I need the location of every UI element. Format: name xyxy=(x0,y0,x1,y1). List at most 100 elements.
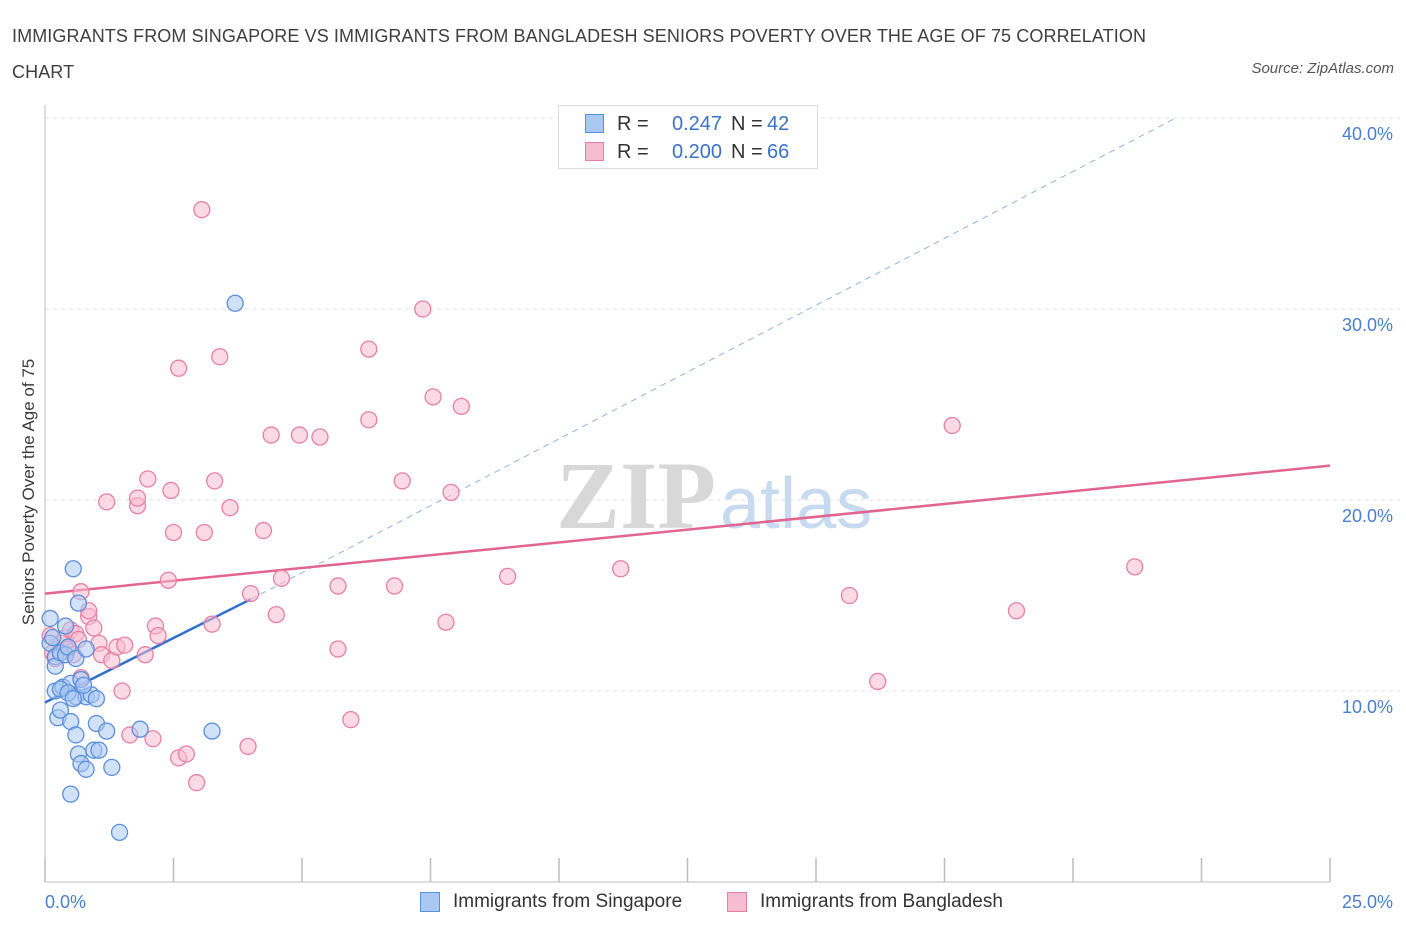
bangladesh-point xyxy=(437,613,455,631)
singapore-point xyxy=(77,760,95,778)
bangladesh-point xyxy=(612,560,630,578)
singapore-point xyxy=(103,758,121,777)
x-tick-label: 0.0% xyxy=(45,892,86,912)
bangladesh-point xyxy=(98,493,116,511)
bangladesh-point xyxy=(169,359,188,377)
singapore-point xyxy=(44,628,62,647)
bangladesh-point xyxy=(144,730,162,748)
singapore-point xyxy=(90,741,108,759)
axes xyxy=(44,105,1331,883)
bangladesh-point xyxy=(149,626,167,645)
singapore-point xyxy=(87,689,106,708)
bangladesh-point xyxy=(239,737,257,756)
legend-swatch-bangladesh xyxy=(727,892,747,912)
bangladesh-point xyxy=(136,646,154,664)
singapore-point xyxy=(62,785,80,803)
bangladesh-point xyxy=(414,300,432,318)
bangladesh-point xyxy=(385,577,404,595)
legend-label-bangladesh: Immigrants from Bangladesh xyxy=(760,891,1003,912)
singapore-point xyxy=(110,823,129,841)
bangladesh-point xyxy=(329,577,347,595)
bangladesh-point xyxy=(187,774,206,792)
bangladesh-point xyxy=(424,388,442,406)
bangladesh-point xyxy=(360,340,378,358)
singapore-point xyxy=(51,701,70,719)
y-tick-label: 40.0% xyxy=(1342,124,1393,144)
bangladesh-point xyxy=(205,472,224,490)
singapore-point xyxy=(69,594,88,612)
bangladesh-point xyxy=(162,481,180,500)
chart-title: IMMIGRANTS FROM SINGAPORE VS IMMIGRANTS … xyxy=(12,26,1147,82)
bangladesh-point xyxy=(943,416,961,435)
singapore-point xyxy=(67,726,85,744)
legend-n-label: N = xyxy=(731,141,763,163)
bangladesh-point xyxy=(221,498,239,517)
bangladesh-point xyxy=(159,571,178,589)
legend-n-label: N = xyxy=(731,113,763,135)
bangladesh-point xyxy=(272,569,291,587)
bangladesh-point xyxy=(452,397,470,416)
legend-r-label: R = xyxy=(617,113,649,135)
y-axis-label: Seniors Poverty Over the Age of 75 xyxy=(19,359,38,625)
y-tick-label: 20.0% xyxy=(1342,506,1393,526)
bangladesh-trend-line xyxy=(44,464,1331,595)
watermark-zip: ZIP xyxy=(556,442,716,549)
singapore-point xyxy=(98,722,116,740)
bangladesh-point xyxy=(840,586,859,605)
bangladesh-point xyxy=(139,470,157,488)
bangladesh-point xyxy=(311,428,329,446)
y-tick-label: 30.0% xyxy=(1342,315,1393,335)
legend-n-value: 66 xyxy=(767,141,790,163)
bangladesh-point xyxy=(211,348,229,366)
bangladesh-point xyxy=(869,672,887,691)
watermark: ZIP atlas xyxy=(556,442,872,549)
singapore-point xyxy=(77,640,95,658)
tick-labels: 10.0% 20.0% 30.0% 40.0% 0.0% 25.0% xyxy=(45,124,1393,912)
source-label: Source: ZipAtlas.com xyxy=(1251,60,1394,77)
legend-r-value: 0.247 xyxy=(671,113,723,135)
bangladesh-point xyxy=(195,523,213,542)
bangladesh-point xyxy=(262,426,280,444)
singapore-point xyxy=(64,689,82,708)
singapore-point xyxy=(203,722,221,740)
bangladesh-point xyxy=(177,745,196,763)
bangladesh-point xyxy=(360,411,378,429)
bangladesh-point xyxy=(442,483,460,502)
legend-r-label: R = xyxy=(617,141,649,163)
bangladesh-point xyxy=(116,636,134,654)
singapore-point xyxy=(74,676,93,694)
data-points xyxy=(41,201,1144,841)
bangladesh-point xyxy=(342,711,360,729)
bangladesh-point xyxy=(393,472,411,490)
legend-swatch-bangladesh xyxy=(585,142,604,161)
bangladesh-point xyxy=(128,489,147,507)
bangladesh-point xyxy=(254,521,273,540)
trend-lines xyxy=(44,117,1331,704)
correlation-legend: R = 0.247 N = 42 R = 0.200 N = 66 xyxy=(558,105,818,169)
bangladesh-point xyxy=(164,523,183,542)
legend-n-value: 42 xyxy=(767,113,790,135)
bangladesh-point xyxy=(85,619,103,637)
bangladesh-point xyxy=(113,682,131,700)
bangladesh-point xyxy=(203,615,221,633)
singapore-point xyxy=(56,617,75,635)
legend-swatch-singapore xyxy=(585,114,604,133)
bangladesh-point xyxy=(290,426,309,444)
y-tick-label: 10.0% xyxy=(1342,697,1393,717)
singapore-point xyxy=(64,560,82,578)
bangladesh-point xyxy=(1126,558,1144,576)
singapore-trend-extension xyxy=(250,117,1177,600)
bangladesh-point xyxy=(1007,602,1026,620)
x-tick-label: 25.0% xyxy=(1342,892,1393,912)
legend-swatch-singapore xyxy=(420,892,440,912)
legend-label-singapore: Immigrants from Singapore xyxy=(453,891,683,912)
legend-r-value: 0.200 xyxy=(671,141,723,163)
bangladesh-point xyxy=(267,605,285,624)
bangladesh-point xyxy=(329,640,347,658)
grid-lines xyxy=(45,117,1400,692)
bangladesh-point xyxy=(498,567,517,586)
watermark-atlas: atlas xyxy=(720,464,872,544)
singapore-point xyxy=(41,609,59,628)
bangladesh-point xyxy=(193,201,211,219)
